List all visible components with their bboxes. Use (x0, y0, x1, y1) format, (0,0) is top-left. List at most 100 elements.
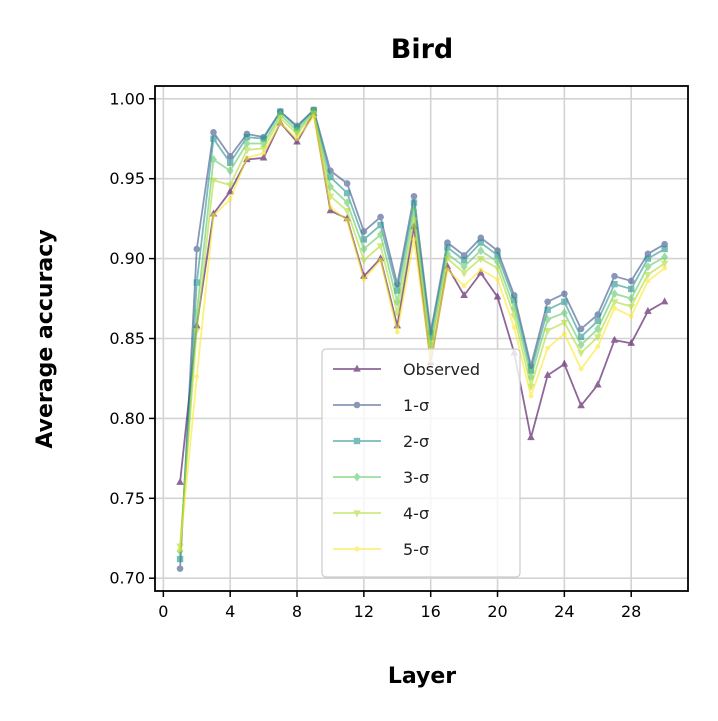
data-point (344, 217, 350, 223)
data-point (493, 292, 502, 300)
data-point (660, 297, 669, 305)
data-point (545, 345, 551, 351)
legend-marker (354, 546, 360, 552)
data-point (243, 147, 251, 155)
y-tick-label: 0.95 (109, 169, 145, 188)
data-point (328, 205, 333, 210)
data-point (377, 221, 384, 229)
data-point (661, 245, 668, 253)
y-tick-label: 0.80 (109, 409, 145, 428)
data-point (360, 244, 368, 254)
data-point (460, 290, 468, 298)
data-point (661, 252, 669, 262)
data-point (477, 255, 485, 263)
data-point (612, 305, 617, 311)
data-point (444, 244, 451, 251)
legend-frame (321, 348, 521, 578)
data-point (343, 180, 351, 187)
x-tick-label: 16 (421, 602, 441, 621)
data-point (176, 565, 184, 572)
data-point (627, 277, 635, 285)
data-point (493, 265, 502, 273)
data-point (176, 555, 184, 563)
data-point (561, 331, 567, 337)
data-point (193, 245, 201, 253)
data-point (276, 115, 285, 123)
data-point (477, 239, 485, 246)
data-point (660, 260, 669, 268)
legend-entry: Observed (333, 360, 480, 379)
data-point (644, 262, 652, 272)
data-point (210, 129, 217, 136)
x-tick-label: 28 (621, 602, 641, 621)
data-point (610, 299, 619, 307)
data-point (544, 306, 551, 313)
data-point (294, 136, 300, 142)
legend-marker (353, 401, 361, 409)
data-point (293, 131, 301, 139)
legend-swatch (333, 510, 381, 518)
data-point (343, 198, 351, 208)
legend-entry: 4-σ (333, 504, 429, 523)
data-point (494, 257, 502, 267)
legend-entry: 2-σ (333, 432, 429, 451)
x-tick-label: 20 (487, 602, 507, 621)
data-point (577, 325, 585, 333)
data-point (527, 367, 535, 374)
data-point (226, 159, 234, 166)
data-point (543, 327, 552, 335)
y-tick-label: 0.70 (109, 569, 145, 588)
legend-label: 5-σ (403, 540, 429, 559)
data-point (644, 271, 652, 279)
legend-marker (353, 437, 361, 445)
data-point (427, 333, 434, 341)
x-tick-label: 4 (225, 602, 235, 621)
y-tick-label: 0.85 (109, 329, 145, 348)
data-point (343, 189, 351, 197)
data-point (360, 257, 368, 265)
data-point (394, 287, 401, 294)
legend-swatch (333, 401, 381, 409)
data-point (259, 153, 268, 161)
legend-marker (353, 472, 361, 482)
data-point (311, 113, 317, 119)
legend: Observed 1-σ 2-σ 3-σ 4-σ 5-σ (321, 348, 521, 578)
legend-marker (353, 364, 361, 372)
data-point (209, 155, 217, 165)
data-point (577, 340, 585, 350)
data-point (443, 255, 452, 263)
data-point (193, 279, 200, 286)
data-point (644, 306, 652, 314)
data-point (460, 256, 468, 264)
data-point (528, 393, 534, 399)
data-point (226, 166, 234, 176)
x-axis: 0 4 8 12 16 20 24 28 (158, 591, 641, 621)
data-point (495, 276, 500, 282)
data-point (511, 324, 517, 330)
data-point (577, 333, 585, 341)
data-point (343, 208, 351, 216)
data-point (662, 265, 668, 271)
x-axis-label: Layer (388, 664, 456, 689)
data-point (210, 135, 217, 142)
data-point (360, 236, 368, 243)
data-point (510, 313, 519, 321)
data-point (577, 401, 585, 409)
data-point (560, 308, 568, 318)
data-point (560, 359, 569, 367)
data-point (226, 153, 234, 160)
data-point (394, 329, 400, 335)
data-point (444, 267, 450, 273)
data-point (543, 370, 552, 378)
data-point (176, 477, 184, 485)
data-point (261, 150, 267, 156)
data-point (627, 303, 635, 311)
legend-swatch (333, 364, 381, 372)
legend-swatch (333, 472, 381, 482)
data-point (610, 335, 619, 343)
data-point (595, 344, 601, 349)
legend-marker (353, 510, 361, 518)
data-point (243, 133, 251, 141)
plot-area (176, 106, 669, 572)
